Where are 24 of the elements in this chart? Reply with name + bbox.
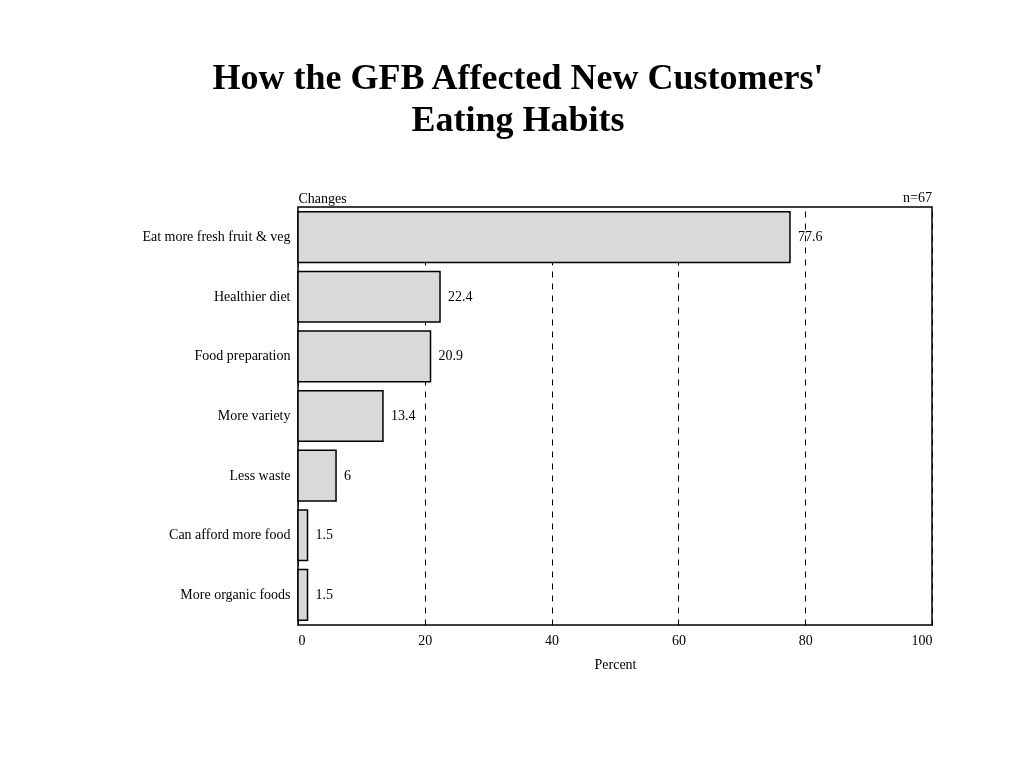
data-label: 1.5 xyxy=(315,527,334,543)
y-tick-label: Healthier diet xyxy=(213,288,291,304)
data-label: 6 xyxy=(344,467,352,483)
x-tick-label: 60 xyxy=(671,632,686,648)
x-tick-label: 80 xyxy=(798,632,813,648)
y-axis-title: Changes xyxy=(298,190,347,206)
y-tick-label: Eat more fresh fruit & veg xyxy=(142,229,291,245)
x-tick-label: 0 xyxy=(298,632,306,648)
y-tick-label: Less waste xyxy=(229,467,291,483)
text: n=67 xyxy=(903,190,932,205)
y-tick-label: More variety xyxy=(217,408,291,423)
data-label: 77.6 xyxy=(797,229,823,245)
data-label: 13.4 xyxy=(390,408,416,423)
x-axis-title: Percent xyxy=(594,656,637,672)
x-tick-label: 40 xyxy=(545,632,560,648)
data-label: 1.5 xyxy=(315,586,334,602)
data-label: 22.4 xyxy=(448,288,473,304)
y-tick-label: More organic foods xyxy=(180,586,291,602)
y-tick-label: Food preparation xyxy=(194,348,291,364)
x-tick-label: 100 xyxy=(911,632,933,648)
chart-title: How the GFB Affected New Customers' Eating Habits xyxy=(212,57,824,139)
x-tick-label: 20 xyxy=(418,632,433,648)
data-label: 20.9 xyxy=(438,348,464,364)
y-tick-label: Can afford more food xyxy=(169,527,291,543)
